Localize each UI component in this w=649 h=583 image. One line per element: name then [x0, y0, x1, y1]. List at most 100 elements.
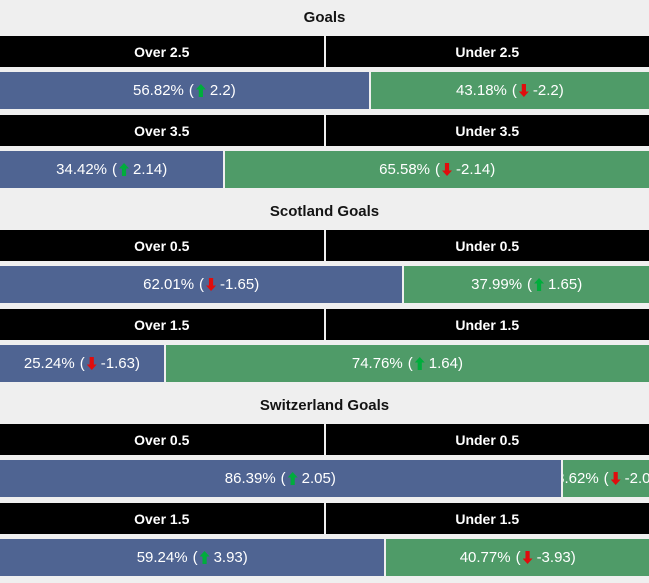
under-bar-segment: 43.18% -2.2 [368, 72, 649, 109]
market-header-row: Over 0.5 Under 0.5 [0, 424, 649, 455]
under-percentage: 40.77% [459, 549, 511, 566]
odds-change-value: 1.65 [548, 276, 578, 293]
section-scotland-goals: Scotland Goals Over 0.5 Under 0.5 62.01%… [0, 194, 649, 382]
under-percentage: 13.62% [563, 470, 599, 487]
over-market-header: Over 3.5 [0, 115, 324, 146]
over-percentage: 59.24% [136, 549, 188, 566]
market-header-row: Over 3.5 Under 3.5 [0, 115, 649, 146]
over-percentage: 25.24% [23, 355, 75, 372]
section-title: Goals [303, 9, 346, 26]
trend-arrow-icon [119, 163, 130, 176]
under-bar-segment: 65.58% -2.14 [223, 151, 649, 188]
over-bar-segment: 34.42% 2.14 [0, 151, 224, 188]
over-market-label: Over 3.5 [134, 122, 190, 139]
over-percentage: 62.01% [143, 276, 195, 293]
under-percentage: 65.58% [379, 161, 431, 178]
over-market-header: Over 1.5 [0, 309, 324, 340]
trend-arrow-icon [206, 278, 217, 291]
market-header-row: Over 1.5 Under 1.5 [0, 503, 649, 534]
odds-change-group: -1.63 [80, 355, 140, 372]
over-percentage: 86.39% [224, 470, 276, 487]
over-market-label: Over 0.5 [134, 431, 190, 448]
under-market-header: Under 0.5 [325, 424, 649, 455]
odds-change-group: 1.65 [527, 276, 582, 293]
section-title: Scotland Goals [269, 203, 380, 220]
market-header-row: Over 2.5 Under 2.5 [0, 36, 649, 67]
under-market-header: Under 1.5 [325, 309, 649, 340]
under-market-header: Under 3.5 [325, 115, 649, 146]
odds-change-value: 2.05 [301, 470, 331, 487]
trend-arrow-icon [195, 84, 206, 97]
trend-arrow-icon [534, 278, 545, 291]
under-market-label: Under 0.5 [455, 431, 520, 448]
trend-arrow-icon [610, 472, 621, 485]
under-market-header: Under 1.5 [325, 503, 649, 534]
under-percentage: 37.99% [471, 276, 523, 293]
trend-arrow-icon [199, 551, 210, 564]
under-bar-segment: 13.62% -2.05 [560, 460, 649, 497]
under-market-label: Under 0.5 [455, 237, 520, 254]
probability-bar-row: 59.24% 3.93 40.77% -3.93 [0, 539, 649, 576]
odds-change-value: -3.93 [536, 549, 571, 566]
odds-change-value: 1.64 [428, 355, 458, 372]
over-percentage: 56.82% [133, 82, 184, 99]
under-market-label: Under 1.5 [455, 510, 520, 527]
odds-change-value: -2.14 [456, 161, 491, 178]
over-market-header: Over 2.5 [0, 36, 324, 67]
odds-change-group: 2.14 [112, 161, 167, 178]
odds-change-value: 2.2 [209, 82, 231, 99]
under-percentage: 43.18% [456, 82, 507, 99]
under-bar-segment: 40.77% -3.93 [384, 539, 649, 576]
over-bar-segment: 25.24% -1.63 [0, 345, 164, 382]
trend-arrow-icon [518, 84, 529, 97]
under-market-label: Under 3.5 [455, 122, 520, 139]
section-goals: Goals Over 2.5 Under 2.5 56.82% 2.2 43.1… [0, 0, 649, 188]
under-market-label: Under 2.5 [455, 43, 520, 60]
probability-bar-row: 62.01% -1.65 37.99% 1.65 [0, 266, 649, 303]
over-market-header: Over 0.5 [0, 230, 324, 261]
odds-change-group: 3.93 [193, 549, 248, 566]
over-market-label: Over 1.5 [134, 510, 190, 527]
over-market-label: Over 2.5 [134, 43, 190, 60]
section-switzerland-goals: Switzerland Goals Over 0.5 Under 0.5 86.… [0, 388, 649, 576]
trend-arrow-icon [287, 472, 298, 485]
probability-bar-row: 86.39% 2.05 13.62% -2.05 [0, 460, 649, 497]
odds-change-value: -1.65 [220, 276, 255, 293]
trend-arrow-icon [86, 357, 97, 370]
under-market-label: Under 1.5 [455, 316, 520, 333]
over-bar-segment: 56.82% 2.2 [0, 72, 369, 109]
over-market-label: Over 1.5 [134, 316, 190, 333]
market-header-row: Over 0.5 Under 0.5 [0, 230, 649, 261]
odds-change-group: 2.2 [189, 82, 236, 99]
probability-bar-row: 56.82% 2.2 43.18% -2.2 [0, 72, 649, 109]
under-market-header: Under 0.5 [325, 230, 649, 261]
probability-bar-row: 25.24% -1.63 74.76% 1.64 [0, 345, 649, 382]
under-market-header: Under 2.5 [325, 36, 649, 67]
odds-change-group: -2.14 [435, 161, 495, 178]
trend-arrow-icon [414, 357, 425, 370]
odds-change-value: 3.93 [213, 549, 243, 566]
probability-bar-row: 34.42% 2.14 65.58% -2.14 [0, 151, 649, 188]
odds-change-group: -3.93 [516, 549, 576, 566]
trend-arrow-icon [522, 551, 533, 564]
under-bar-segment: 74.76% 1.64 [163, 345, 649, 382]
over-percentage: 34.42% [56, 161, 108, 178]
odds-change-group: 2.05 [281, 470, 336, 487]
over-market-label: Over 0.5 [134, 237, 190, 254]
over-bar-segment: 86.39% 2.05 [0, 460, 561, 497]
over-market-header: Over 1.5 [0, 503, 324, 534]
odds-change-group: -2.05 [604, 470, 649, 487]
odds-change-group: -2.2 [512, 82, 564, 99]
market-header-row: Over 1.5 Under 1.5 [0, 309, 649, 340]
over-market-header: Over 0.5 [0, 424, 324, 455]
odds-change-group: 1.64 [408, 355, 463, 372]
odds-change-value: -2.2 [532, 82, 559, 99]
odds-change-value: 2.14 [133, 161, 163, 178]
odds-change-value: -1.63 [100, 355, 135, 372]
trend-arrow-icon [442, 163, 453, 176]
under-bar-segment: 37.99% 1.65 [402, 266, 649, 303]
over-bar-segment: 62.01% -1.65 [0, 266, 403, 303]
section-title: Switzerland Goals [259, 397, 390, 414]
odds-change-group: -1.65 [199, 276, 259, 293]
